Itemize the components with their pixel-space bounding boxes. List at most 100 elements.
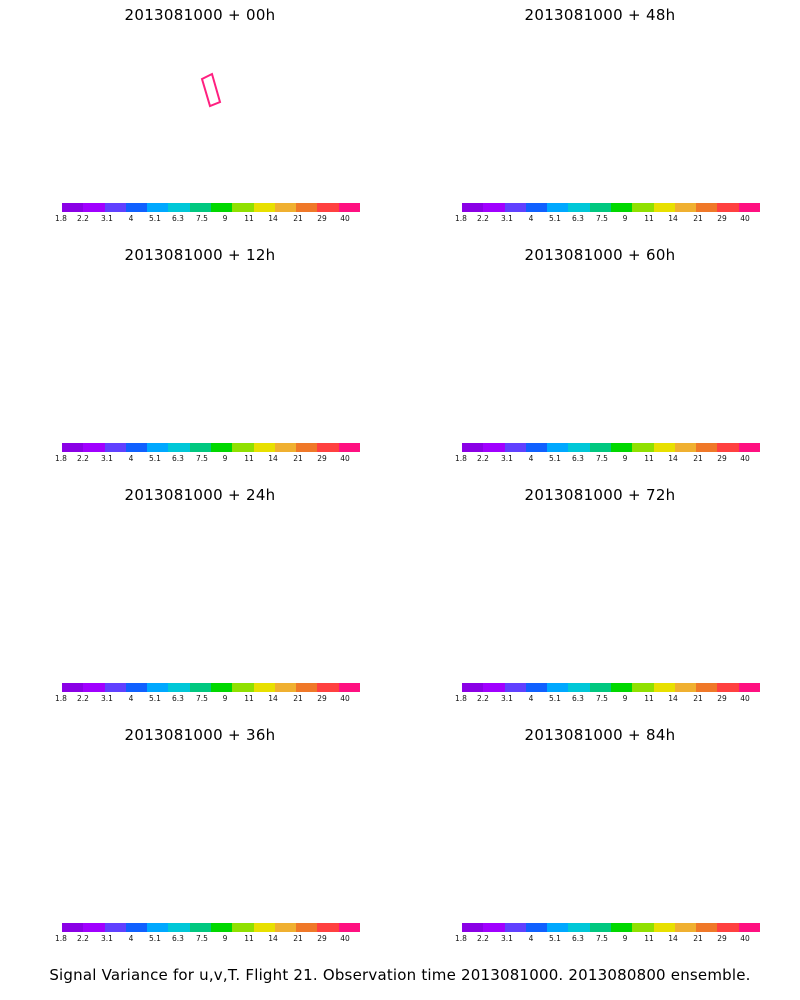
variance-region bbox=[532, 85, 574, 101]
colorbar-tick-label: 9 bbox=[622, 934, 628, 943]
colorbar-swatch bbox=[62, 683, 84, 692]
variance-region bbox=[136, 803, 186, 831]
variance-region bbox=[169, 355, 215, 381]
colorbar-swatch bbox=[83, 683, 105, 692]
variance-region bbox=[231, 586, 268, 606]
variance-region bbox=[82, 149, 183, 194]
variance-region bbox=[519, 831, 600, 857]
variance-region bbox=[625, 594, 667, 631]
variance-region bbox=[181, 570, 245, 609]
colorbar-swatch bbox=[168, 443, 190, 452]
colorbar-swatch bbox=[338, 443, 360, 452]
colorbar-swatch bbox=[253, 203, 275, 212]
variance-region bbox=[549, 289, 590, 323]
colorbar-swatch bbox=[568, 683, 590, 692]
colorbar-tick-label: 9 bbox=[622, 454, 628, 463]
colorbar-swatch bbox=[147, 443, 169, 452]
colorbar-swatch bbox=[653, 683, 675, 692]
variance-region bbox=[512, 330, 580, 351]
colorbar-tick-label: 2.2 bbox=[77, 934, 89, 943]
colorbar-swatch bbox=[232, 683, 254, 692]
colorbar-swatch bbox=[632, 443, 654, 452]
colorbar-swatch bbox=[568, 443, 590, 452]
variance-region bbox=[542, 119, 601, 139]
variance-region bbox=[99, 622, 149, 657]
colorbar-tick-label: 4 bbox=[128, 694, 134, 703]
variance-region bbox=[624, 558, 680, 579]
colorbar-swatch bbox=[504, 923, 526, 932]
variance-region bbox=[618, 313, 690, 344]
variance-region bbox=[71, 94, 129, 129]
variance-region bbox=[560, 831, 627, 869]
variance-region bbox=[612, 830, 641, 853]
coastline bbox=[520, 269, 750, 404]
variance-region bbox=[171, 553, 239, 609]
variance-region bbox=[642, 100, 673, 118]
variance-region bbox=[630, 594, 676, 618]
variance-region bbox=[575, 805, 613, 829]
variance-region bbox=[738, 601, 779, 637]
panel-title: 2013081000 + 60h bbox=[524, 246, 676, 264]
variance-region bbox=[472, 564, 566, 620]
variance-region bbox=[109, 604, 184, 624]
coastline bbox=[120, 749, 350, 884]
variance-region bbox=[71, 271, 179, 312]
colorbar-tick-label: 4 bbox=[528, 214, 534, 223]
colorbar-tick-label: 21 bbox=[693, 694, 703, 703]
variance-region bbox=[523, 544, 562, 581]
variance-region bbox=[420, 34, 496, 92]
variance-region bbox=[590, 52, 623, 90]
variance-region bbox=[24, 744, 134, 786]
variance-region bbox=[573, 93, 623, 121]
variance-region bbox=[420, 583, 488, 627]
variance-region bbox=[143, 818, 200, 838]
variance-region bbox=[481, 746, 594, 779]
colorbar-tick-label: 14 bbox=[668, 214, 678, 223]
colorbar-tick-label: 4 bbox=[128, 934, 134, 943]
variance-region bbox=[200, 574, 303, 628]
colorbar-tick-label: 29 bbox=[317, 454, 327, 463]
colorbar-tick-label: 21 bbox=[293, 694, 303, 703]
variance-region bbox=[604, 305, 655, 324]
variance-region bbox=[240, 32, 309, 85]
forecast-panel-84h: 2013081000 + 84h 1.8 2.2 3.1 4 5.1 6.3 7.5 9 11 14… bbox=[400, 720, 800, 960]
variance-region bbox=[222, 783, 263, 795]
colorbar-swatch bbox=[525, 923, 548, 932]
colorbar-swatch bbox=[483, 203, 505, 212]
colorbar-swatch bbox=[483, 443, 505, 452]
variance-region bbox=[553, 812, 618, 846]
variance-region bbox=[182, 567, 241, 591]
colorbar-tick-label: 5.1 bbox=[149, 694, 161, 703]
variance-region bbox=[190, 593, 250, 610]
variance-region bbox=[183, 338, 265, 356]
variance-region bbox=[170, 642, 230, 674]
variance-region bbox=[535, 282, 581, 317]
variance-region bbox=[420, 504, 474, 529]
colorbar-swatch bbox=[525, 683, 548, 692]
colorbar-tick-label: 4 bbox=[128, 214, 134, 223]
variance-region bbox=[555, 878, 662, 914]
variance-region bbox=[614, 264, 702, 309]
colorbar-swatch bbox=[147, 683, 169, 692]
variance-region bbox=[640, 338, 672, 364]
colorbar-tick-label: 2.2 bbox=[477, 694, 489, 703]
variance-region bbox=[601, 304, 683, 321]
variance-region bbox=[304, 825, 350, 868]
colorbar-tick-label: 7.5 bbox=[596, 214, 608, 223]
colorbar-swatch bbox=[317, 203, 339, 212]
colorbar-swatch bbox=[274, 443, 297, 452]
variance-region bbox=[607, 555, 643, 570]
colorbar-swatch bbox=[525, 203, 548, 212]
variance-region bbox=[471, 586, 511, 610]
variance-region bbox=[420, 64, 494, 122]
colorbar-tick-label: 21 bbox=[293, 214, 303, 223]
variance-region bbox=[627, 120, 680, 138]
colorbar-tick-label: 2.2 bbox=[477, 454, 489, 463]
colorbar-tick-label: 1.8 bbox=[55, 694, 67, 703]
colorbar-tick-label: 1.8 bbox=[55, 454, 67, 463]
colorbar-tick-label: 1.8 bbox=[55, 214, 67, 223]
variance-region bbox=[625, 819, 654, 846]
variance-region bbox=[568, 782, 632, 814]
variance-region bbox=[227, 798, 259, 824]
variance-region bbox=[510, 514, 564, 553]
